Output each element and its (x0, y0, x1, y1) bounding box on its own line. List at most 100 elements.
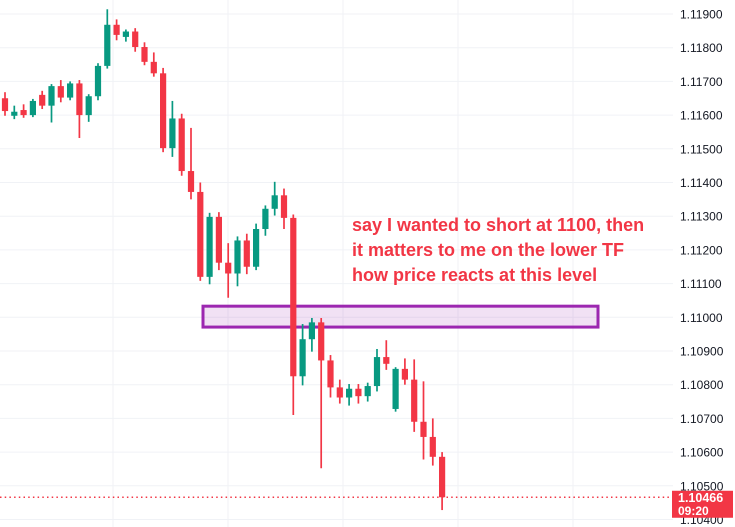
candle-body (57, 86, 64, 98)
candle (392, 367, 399, 412)
price-axis-label: 1.11900 (680, 8, 723, 22)
candle (215, 212, 222, 271)
price-axis-label: 1.11400 (680, 176, 723, 190)
candle (346, 384, 353, 406)
candle-body (299, 339, 306, 377)
annotation-line-1: say I wanted to short at 1100, then (352, 215, 645, 235)
price-axis[interactable]: 1.11900 1.11800 1.11700 1.11600 1.11500 1.114… (680, 8, 724, 527)
candle-body (243, 240, 250, 267)
price-axis-label: 1.11000 (680, 311, 723, 325)
candle (439, 452, 446, 511)
candle-body (104, 24, 111, 66)
price-axis-label: 1.11600 (680, 109, 723, 123)
candle (253, 223, 260, 271)
candle (141, 42, 148, 66)
candle (29, 98, 36, 118)
price-axis-label: 1.11100 (680, 277, 722, 291)
candle (290, 214, 297, 416)
candle-body (197, 191, 204, 277)
candle-body (439, 456, 446, 498)
candle-body (234, 240, 241, 274)
candle (67, 81, 74, 101)
candle (113, 19, 120, 41)
candle (20, 104, 27, 118)
current-price-badge-bg (672, 490, 733, 518)
candle (373, 348, 381, 392)
candle (234, 236, 241, 287)
candle-body (48, 86, 55, 106)
candle-body (420, 421, 427, 437)
candle-body (20, 110, 27, 116)
candle (420, 381, 427, 460)
candle (122, 29, 129, 42)
current-price-time: 09:20 (678, 504, 709, 518)
candle (1, 92, 9, 116)
candle (243, 233, 250, 275)
candle-body (94, 65, 102, 97)
candle-body (113, 24, 120, 35)
candle (336, 379, 343, 404)
candle-body (429, 436, 436, 457)
candle (39, 90, 46, 110)
candle-body (262, 208, 269, 230)
candle-body (132, 31, 139, 48)
price-axis-label: 1.10700 (680, 412, 724, 426)
candle (262, 205, 269, 236)
candle-body (67, 83, 74, 98)
candle-body (11, 111, 18, 116)
candle (187, 127, 195, 200)
price-axis-label: 1.11800 (680, 41, 723, 55)
candle (104, 9, 111, 69)
highlight-rectangle[interactable] (201, 304, 600, 329)
price-axis-label: 1.10500 (680, 479, 724, 493)
candle (308, 317, 315, 352)
candle-body (225, 262, 232, 274)
candle (355, 384, 362, 404)
candle-body (29, 100, 36, 116)
candle-body (85, 96, 92, 116)
candle (225, 243, 232, 298)
candle (48, 84, 55, 123)
candle (11, 105, 18, 120)
candle-body (187, 171, 195, 192)
annotation-line-3: how price reacts at this level (352, 265, 598, 285)
candle-body (364, 386, 371, 397)
candle (178, 113, 185, 176)
candle-body (271, 195, 278, 209)
candle (401, 358, 408, 385)
candle (57, 80, 64, 103)
candle (411, 359, 418, 432)
candle-body (308, 322, 315, 340)
candle-body (355, 388, 362, 397)
candle-body (411, 379, 418, 422)
price-axis-label: 1.10600 (680, 446, 724, 460)
candle (364, 382, 371, 402)
candle-body (141, 47, 148, 62)
candle-body (76, 83, 83, 116)
price-axis-label: 1.10900 (680, 345, 724, 359)
candle (76, 80, 83, 139)
current-price-value: 1.10466 (678, 491, 723, 505)
candle-body (346, 388, 353, 398)
annotation-text[interactable]: say I wanted to short at 1100, then it m… (352, 213, 644, 288)
candle-body (122, 31, 129, 37)
price-axis-label: 1.11700 (680, 75, 723, 89)
candle (383, 340, 390, 370)
candle-body (327, 360, 334, 388)
candle-body (373, 357, 381, 387)
candle-body (39, 94, 46, 106)
candle-body (318, 322, 325, 361)
candle (150, 52, 157, 77)
candle (299, 324, 306, 386)
candlestick-series (1, 9, 446, 511)
price-axis-label: 1.11200 (680, 243, 723, 257)
annotation-line-2: it matters to me on the lower TF (352, 240, 625, 260)
candle (318, 317, 325, 469)
candle (160, 67, 167, 153)
candle (327, 355, 334, 398)
candle-body (253, 229, 260, 267)
